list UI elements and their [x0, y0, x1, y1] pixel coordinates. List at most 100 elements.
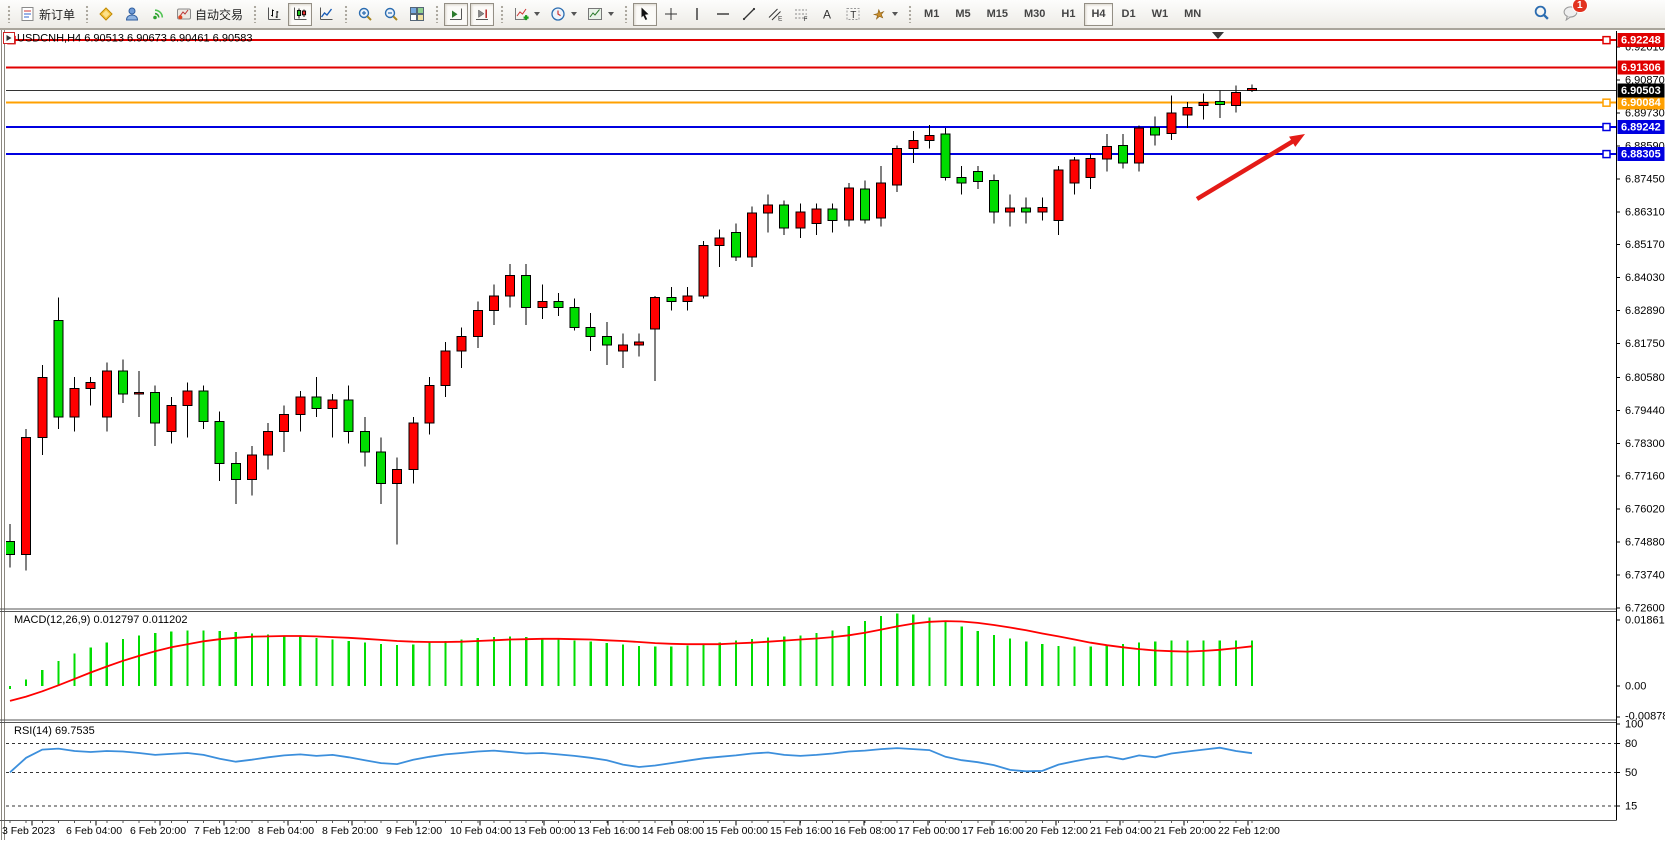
line-chart-button[interactable]	[314, 3, 338, 26]
timeframe-h1-button[interactable]: H1	[1054, 3, 1082, 26]
fibo-icon: F	[795, 9, 808, 22]
text-button[interactable]: A	[815, 3, 839, 26]
candle-body	[1101, 145, 1112, 160]
candle-body	[21, 436, 32, 556]
toolbar-grip[interactable]	[434, 5, 440, 23]
crosshair-button[interactable]	[659, 3, 683, 26]
periods-button[interactable]	[546, 3, 581, 26]
trendline-button[interactable]	[737, 3, 761, 26]
candle-body	[956, 176, 967, 184]
chevron-down-icon[interactable]	[892, 12, 899, 16]
line-handle[interactable]	[1602, 149, 1611, 159]
chat-button[interactable]: 1	[1562, 0, 1588, 26]
line-handle[interactable]	[1602, 122, 1611, 132]
chart-shift-marker-icon[interactable]	[1212, 32, 1224, 39]
price-tick-label: 6.90870	[1625, 74, 1665, 86]
candle-body	[408, 422, 419, 470]
chevron-down-icon[interactable]	[571, 12, 578, 16]
timeframe-m1-button[interactable]: M1	[917, 3, 946, 26]
fibonacci-button[interactable]: F	[789, 3, 813, 26]
vline-icon	[696, 8, 698, 20]
time-tick-label: 8 Feb 20:00	[322, 825, 378, 837]
timeframe-w1-button[interactable]: W1	[1145, 3, 1176, 26]
search-button[interactable]	[1533, 4, 1550, 26]
macd-label: MACD(12,26,9) 0.012797 0.011202	[14, 614, 187, 626]
timeframe-d1-button[interactable]: D1	[1115, 3, 1143, 26]
autotrade-button[interactable]: 自动交易	[172, 3, 247, 26]
candle-body	[1117, 145, 1128, 164]
candle-body	[101, 370, 112, 418]
time-tick-label: 22 Feb 12:00	[1218, 825, 1280, 837]
templates-button[interactable]	[583, 3, 618, 26]
zoom-in-button[interactable]	[353, 3, 377, 26]
candle-body	[375, 451, 386, 485]
community-button[interactable]	[120, 3, 144, 26]
time-tick-label: 8 Feb 04:00	[258, 825, 314, 837]
chart-shift-button[interactable]	[444, 2, 469, 26]
price-tick-label: 6.76020	[1625, 504, 1665, 516]
svg-text:E: E	[778, 16, 783, 23]
time-tick-label: 10 Feb 04:00	[450, 825, 512, 837]
indicators-button[interactable]	[509, 3, 544, 26]
timeframe-m15-button[interactable]: M15	[980, 3, 1015, 26]
line-price-tag: 6.88305	[1617, 147, 1665, 162]
candle-body	[37, 377, 48, 438]
toolbar-grip[interactable]	[499, 5, 505, 23]
toolbar-grip[interactable]	[6, 5, 11, 23]
time-axis[interactable]: 3 Feb 2023 6 Feb 04:00 6 Feb 20:00 7 Feb 12…	[2, 821, 1280, 837]
timeframe-m30-button[interactable]: M30	[1017, 3, 1052, 26]
timeframe-m5-button[interactable]: M5	[948, 3, 977, 26]
candle-body	[472, 309, 483, 337]
toolbar-grip[interactable]	[252, 5, 258, 23]
candle-body	[892, 147, 903, 186]
shift-icon	[450, 8, 463, 20]
new-order-button[interactable]: 新订单	[16, 3, 79, 26]
line-handle[interactable]	[1602, 98, 1611, 107]
tile-windows-button[interactable]	[405, 3, 429, 26]
svg-text:6.88305: 6.88305	[1621, 149, 1661, 161]
zoom-out-button[interactable]	[379, 3, 403, 26]
signals-button[interactable]	[146, 3, 170, 26]
time-tick-label: 16 Feb 08:00	[834, 825, 896, 837]
shapes-button[interactable]	[867, 3, 902, 26]
candle-body	[569, 306, 580, 329]
candle-body	[53, 319, 64, 418]
bars-chart-button[interactable]	[262, 3, 286, 26]
channel-button[interactable]: E	[763, 3, 787, 26]
cursor-button[interactable]	[633, 2, 658, 26]
tiles-icon	[410, 7, 425, 21]
candle-body	[1230, 91, 1241, 106]
vertical-line-button[interactable]	[685, 3, 709, 26]
chevron-down-icon[interactable]	[534, 12, 541, 16]
candle-body	[714, 237, 725, 246]
rsi-label: RSI(14) 69.7535	[14, 725, 95, 737]
candle-body	[263, 431, 274, 456]
toolbar-grip[interactable]	[623, 5, 629, 23]
timeframe-h4-button[interactable]: H4	[1084, 2, 1113, 26]
market-watch-button[interactable]	[94, 3, 118, 26]
candle-body	[537, 301, 548, 308]
candle-body	[279, 413, 290, 433]
text-label-button[interactable]: T	[841, 3, 865, 26]
price-axis[interactable]: 6.920106.908706.897306.885906.874506.863…	[1616, 33, 1665, 615]
horizontal-line-button[interactable]	[711, 3, 735, 26]
candle-body	[85, 382, 96, 389]
candle-body	[617, 344, 628, 352]
line-handle[interactable]	[1602, 35, 1611, 45]
candles-chart-button[interactable]	[288, 2, 313, 26]
toolbar-grip[interactable]	[84, 5, 90, 23]
bars-icon	[268, 7, 281, 20]
toolbar-grip[interactable]	[343, 5, 349, 23]
candle-body	[488, 295, 499, 311]
one-click-trading-button[interactable]	[3, 32, 15, 44]
channel-icon: E	[768, 8, 783, 23]
svg-text:6.92248: 6.92248	[1621, 35, 1661, 47]
time-tick-label: 9 Feb 12:00	[386, 825, 442, 837]
toolbar-grip[interactable]	[907, 5, 913, 23]
chevron-down-icon[interactable]	[608, 12, 615, 16]
trend-arrow-annotation[interactable]	[1195, 134, 1305, 201]
candle-body	[763, 204, 774, 214]
auto-scroll-button[interactable]	[470, 2, 495, 26]
timeframe-mn-button[interactable]: MN	[1177, 3, 1208, 26]
svg-text:6.89242: 6.89242	[1621, 122, 1661, 134]
